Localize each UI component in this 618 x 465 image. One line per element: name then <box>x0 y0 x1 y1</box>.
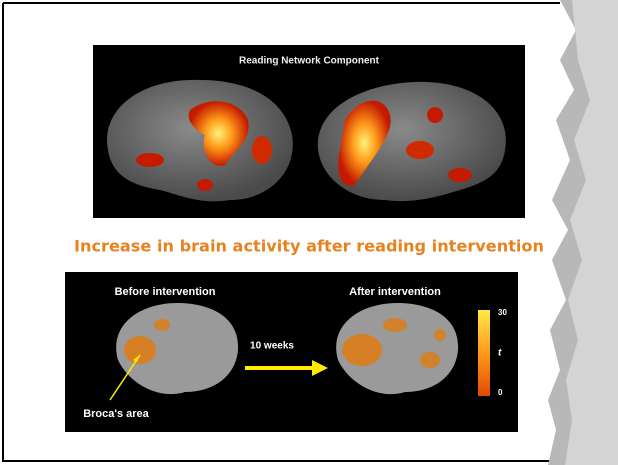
colorbar <box>478 310 490 396</box>
after-brain <box>336 302 459 395</box>
colorbar-max: 30 <box>498 308 507 317</box>
annotation-pointer-head <box>133 355 140 362</box>
left-brain <box>106 79 293 202</box>
arrowhead <box>312 360 328 376</box>
after-label: After intervention <box>349 286 441 298</box>
annotation-pointer <box>109 354 141 401</box>
slide-border <box>2 2 560 462</box>
right-brain <box>317 81 506 202</box>
arrow-label: 10 weeks <box>250 341 294 352</box>
heading: Increase in brain activity after reading… <box>74 237 544 256</box>
before-label: Before intervention <box>115 286 216 298</box>
colorbar-min: 0 <box>498 388 503 397</box>
figure-title: Reading Network Component <box>239 56 380 67</box>
colorbar-symbol: t <box>498 348 502 359</box>
annotation: Broca's area <box>83 408 149 420</box>
torn-edge-light <box>565 0 618 465</box>
before-brain <box>116 302 239 395</box>
